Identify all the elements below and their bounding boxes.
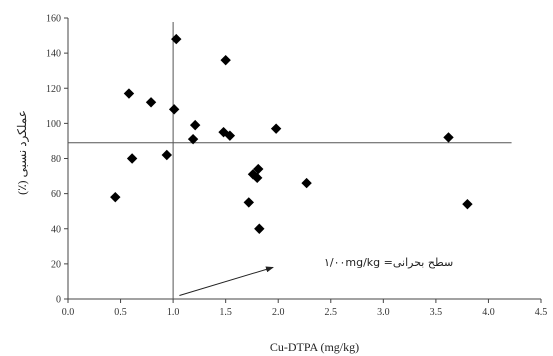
y-tick-label: 100: [46, 119, 61, 130]
y-tick-label: 20: [51, 259, 61, 270]
x-tick-label: 2.0: [272, 307, 285, 318]
data-point: [168, 104, 180, 115]
data-point: [220, 54, 231, 66]
y-tick-label: 80: [51, 154, 61, 165]
data-point: [161, 149, 173, 161]
y-tick-label: 40: [51, 224, 61, 235]
y-tick-label: 0: [56, 295, 61, 306]
annotation-arrow: [179, 266, 274, 296]
x-tick-label: 2.5: [325, 307, 338, 318]
x-tick-label: 4.0: [482, 307, 495, 318]
x-tick-label: 0.5: [114, 307, 127, 318]
ticks: 0.0 0.5 1.0 1.5 2.0 2.5 3.0 3.5 4.0 4.5 0 20 40 60 80 1…: [46, 14, 547, 319]
x-tick-label: 0.0: [62, 307, 75, 318]
y-tick-label: 120: [46, 84, 61, 95]
data-point: [243, 197, 254, 208]
y-tick-label: 140: [46, 49, 61, 60]
annotation-text: سطح بحرانی= ۱/۰۰mg/kg: [324, 256, 453, 269]
data-point: [224, 130, 236, 141]
data-point: [253, 163, 264, 175]
x-tick-label: 1.5: [219, 307, 232, 318]
x-tick-label: 4.5: [535, 307, 548, 318]
x-tick-label: 3.0: [377, 307, 390, 318]
x-axis-title: Cu-DTPA (mg/kg): [270, 340, 359, 354]
data-point: [187, 133, 199, 145]
data-point: [270, 123, 282, 134]
annotation: سطح بحرانی= ۱/۰۰mg/kg: [179, 256, 453, 296]
data-point: [252, 172, 263, 184]
x-tick-label: 3.5: [430, 307, 443, 318]
y-tick-label: 160: [46, 14, 61, 25]
y-tick-label: 60: [51, 189, 61, 200]
data-point: [189, 119, 201, 131]
data-point: [218, 126, 229, 138]
x-tick-label: 1.0: [167, 307, 180, 318]
data-point: [254, 223, 265, 234]
axes: [67, 18, 541, 300]
y-axis-title: عملکرد نسبی (٪): [15, 110, 29, 195]
data-point: [110, 191, 121, 203]
data-points: [110, 33, 473, 234]
data-point: [145, 97, 157, 108]
data-point: [171, 33, 182, 45]
data-point: [126, 153, 138, 164]
data-point: [123, 88, 135, 99]
data-point: [301, 177, 312, 189]
data-point: [443, 132, 454, 143]
data-point: [462, 198, 473, 210]
reference-lines: [68, 22, 512, 299]
